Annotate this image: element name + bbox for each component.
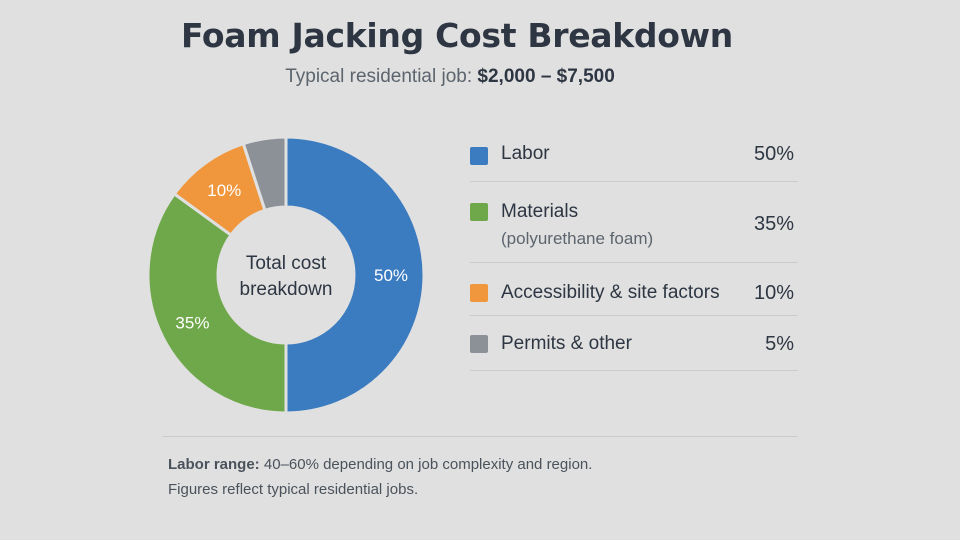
legend-label-labor: Labor — [501, 143, 550, 164]
legend-sublabel-materials: (polyurethane foam) — [501, 229, 654, 248]
legend-value-materials: 35% — [753, 213, 794, 235]
slice-labor — [284, 138, 426, 414]
legend-value-permits: 5% — [765, 333, 794, 355]
legend-swatch-permits — [470, 335, 488, 353]
footnote-labor-range-text: 40–60% depending on job complexity and r… — [263, 456, 593, 473]
footnote-labor-range: Labor range: 40–60% depending on job com… — [168, 456, 592, 473]
subtitle-range: $2,000 – $7,500 — [477, 66, 615, 87]
legend-value-accessibility: 10% — [753, 282, 794, 304]
subtitle-prefix: Typical residential job: — [285, 66, 473, 87]
donut-chart: 50% 35% 10% Total cost breakdown — [146, 138, 426, 414]
legend-swatch-accessibility — [470, 284, 488, 302]
slice-permits — [241, 138, 288, 213]
slice-materials — [146, 191, 288, 414]
donut-center-label-2: breakdown — [240, 279, 333, 300]
slice-label-materials: 35% — [175, 314, 209, 333]
legend-value-labor: 50% — [753, 143, 794, 165]
donut-center-label-1: Total cost — [246, 253, 327, 274]
legend-swatch-materials — [470, 203, 488, 221]
legend-row-permits: Permits & other 5% — [470, 316, 798, 371]
legend-label-materials: Materials — [501, 201, 579, 222]
footnote-typical: Figures reflect typical residential jobs… — [168, 481, 419, 498]
footer-divider — [162, 436, 798, 437]
footnote-labor-range-label: Labor range: — [168, 456, 260, 473]
legend-label-accessibility: Accessibility & site factors — [501, 282, 720, 303]
legend-row-accessibility: Accessibility & site factors 10% — [470, 263, 798, 316]
legend-row-materials: Materials (polyurethane foam) 35% — [470, 182, 798, 263]
legend-swatch-labor — [470, 147, 488, 165]
chart-subtitle: Typical residential job: $2,000 – $7,500 — [0, 66, 900, 88]
slice-label-accessibility: 10% — [207, 181, 241, 200]
legend-label-permits: Permits & other — [501, 333, 632, 354]
slice-label-labor: 50% — [374, 266, 408, 285]
legend-row-labor: Labor 50% — [470, 130, 798, 182]
chart-title: Foam Jacking Cost Breakdown — [181, 16, 733, 55]
